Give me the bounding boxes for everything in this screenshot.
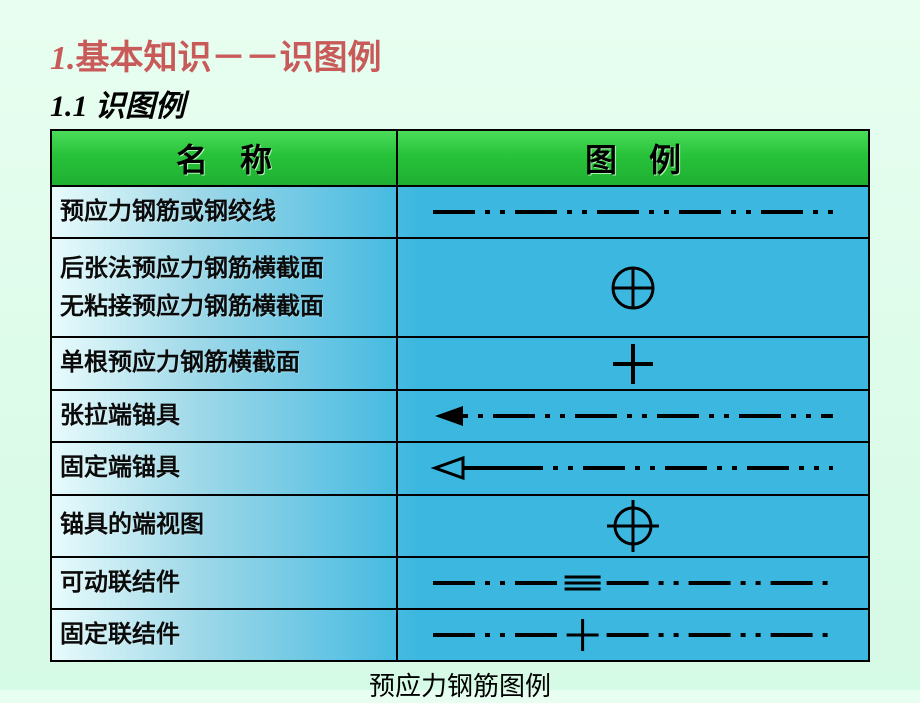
row-name: 锚具的端视图 [52,496,398,556]
table-row: 固定联结件 [52,610,868,662]
row-symbol [398,239,868,336]
row-symbol [398,443,868,493]
legend-table: 名称 图例 预应力钢筋或钢绞线后张法预应力钢筋横截面无粘接预应力钢筋横截面单根预… [50,129,870,662]
row-symbol [398,496,868,556]
row-symbol [398,391,868,441]
row-symbol [398,338,868,388]
row-name: 固定端锚具 [52,443,398,493]
table-row: 固定端锚具 [52,443,868,495]
row-name: 可动联结件 [52,558,398,608]
title-text: 基本知识－－识图例 [76,40,382,77]
table-row: 锚具的端视图 [52,496,868,558]
row-name: 固定联结件 [52,610,398,660]
table-caption: 预应力钢筋图例 [50,666,870,703]
header-name: 名称 [52,131,398,185]
table-row: 单根预应力钢筋横截面 [52,338,868,390]
table-row: 预应力钢筋或钢绞线 [52,187,868,239]
row-name: 张拉端锚具 [52,391,398,441]
table-header: 名称 图例 [52,131,868,187]
row-symbol [398,610,868,660]
row-name: 后张法预应力钢筋横截面无粘接预应力钢筋横截面 [52,239,398,336]
table-row: 张拉端锚具 [52,391,868,443]
section-subtitle: 1.1 识图例 [50,81,870,125]
title-number: 1. [50,40,76,77]
row-name: 单根预应力钢筋横截面 [52,338,398,388]
row-symbol [398,558,868,608]
table-row: 后张法预应力钢筋横截面无粘接预应力钢筋横截面 [52,239,868,338]
header-legend: 图例 [398,131,868,185]
page-title: 1.基本知识－－识图例 [50,30,870,79]
row-name: 预应力钢筋或钢绞线 [52,187,398,237]
row-symbol [398,187,868,237]
table-row: 可动联结件 [52,558,868,610]
